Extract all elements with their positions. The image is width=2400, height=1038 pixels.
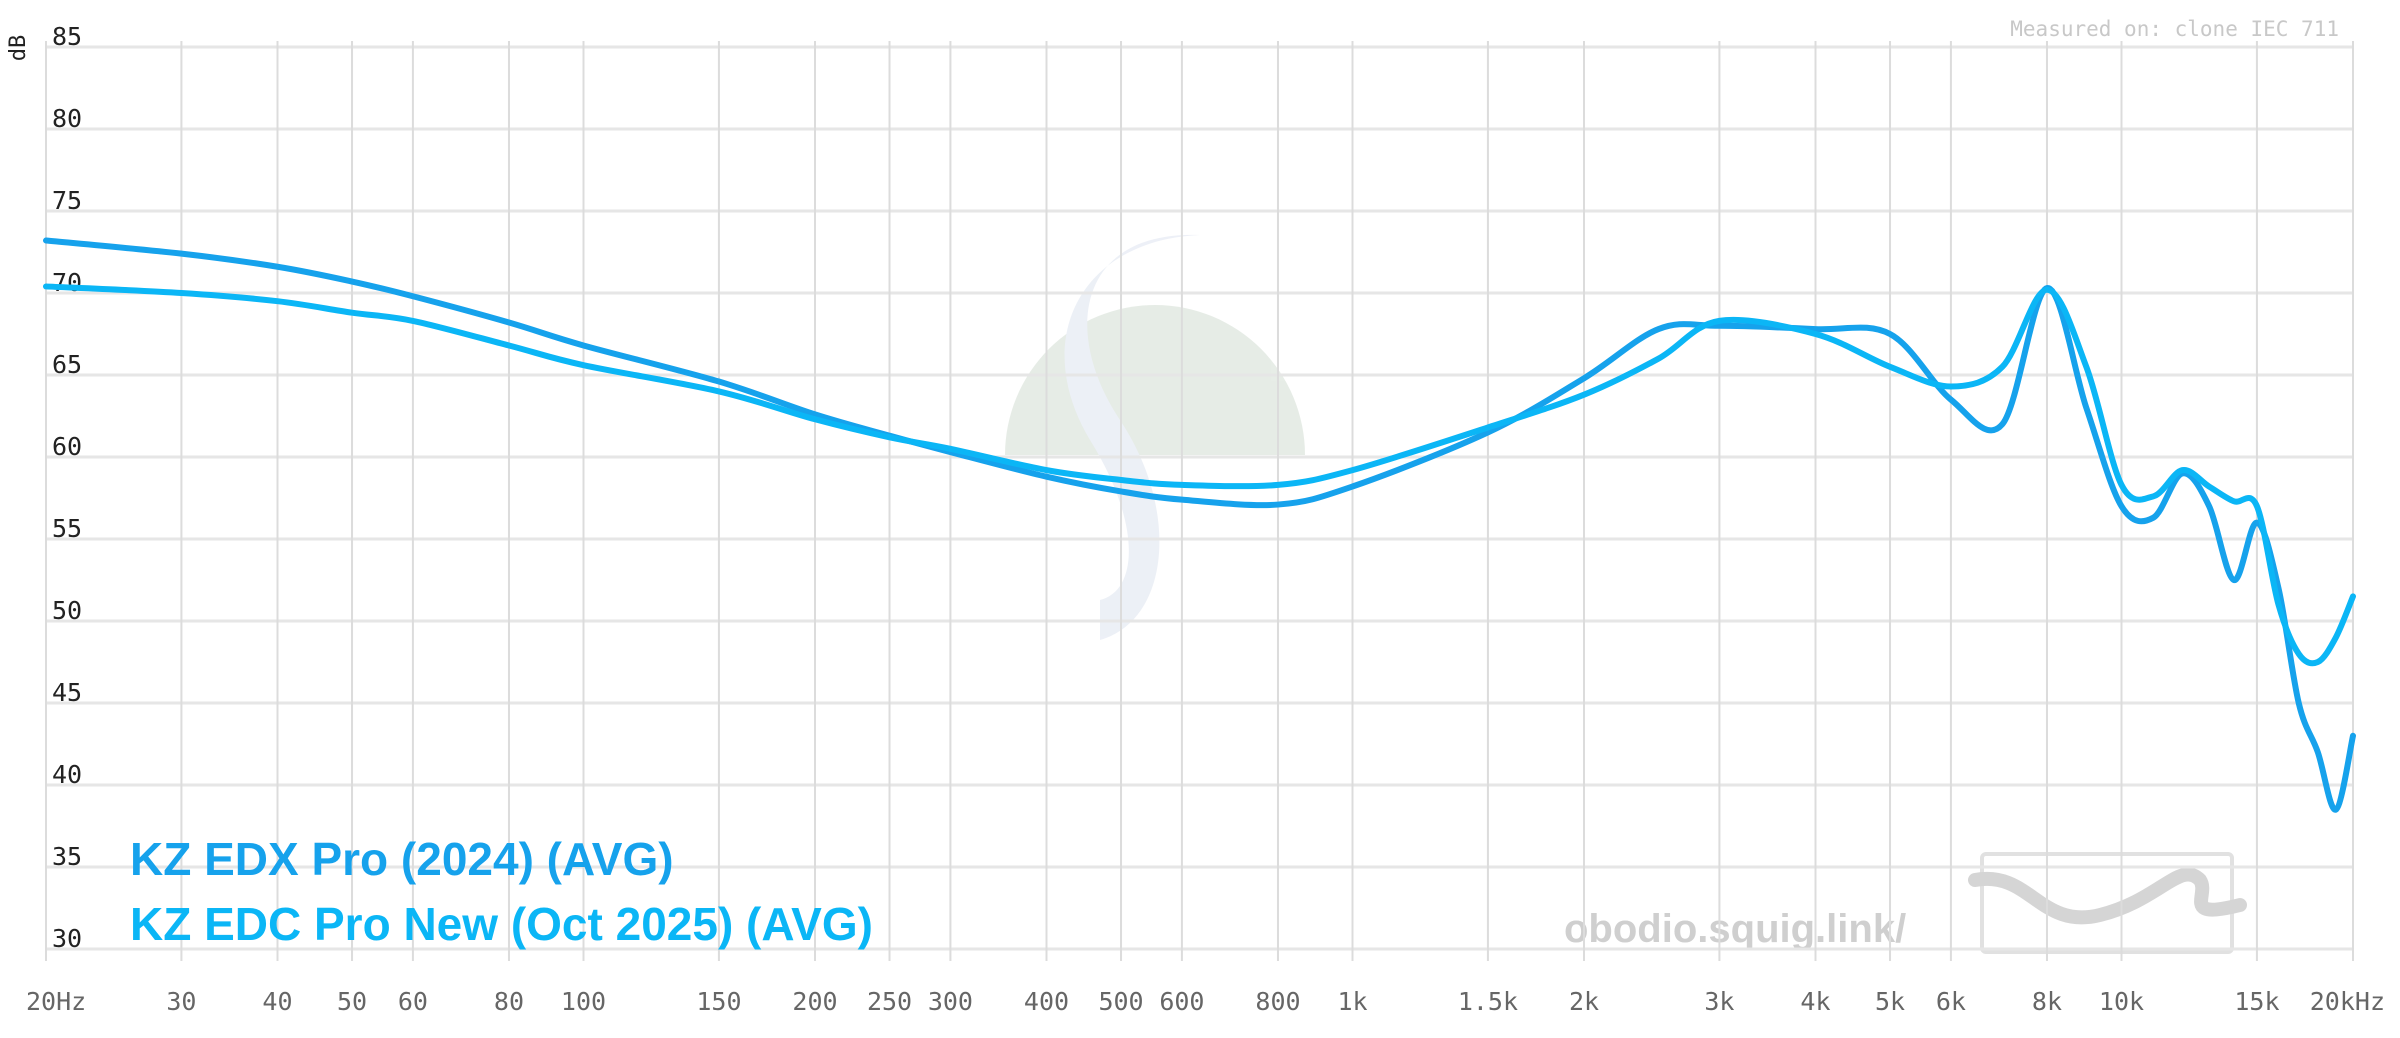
y-axis-label: dB: [6, 35, 31, 62]
x-tick-label: 4k: [1800, 987, 1830, 1016]
x-tick-label: 5k: [1875, 987, 1905, 1016]
x-tick-label: 50: [337, 987, 367, 1016]
x-tick-label: 20kHz: [2310, 987, 2385, 1016]
y-tick-label: 35: [52, 842, 82, 871]
x-tick-label: 100: [561, 987, 606, 1016]
watermark: obodio.squig.link/: [1564, 907, 1906, 951]
x-tick-label: 2k: [1569, 987, 1599, 1016]
x-tick-label: 10k: [2099, 987, 2144, 1016]
y-tick-label: 45: [52, 678, 82, 707]
y-tick-label: 40: [52, 760, 82, 789]
x-tick-label: 15k: [2234, 987, 2279, 1016]
x-tick-label: 80: [494, 987, 524, 1016]
frequency-response-line: [43, 237, 2356, 813]
x-tick-label: 500: [1098, 987, 1143, 1016]
legend-entry: KZ EDX Pro (2024) (AVG): [130, 833, 674, 885]
x-tick-label: 200: [792, 987, 837, 1016]
x-tick-label: 800: [1255, 987, 1300, 1016]
x-tick-label: 40: [262, 987, 292, 1016]
x-tick-label: 1k: [1337, 987, 1367, 1016]
logo-watermark: [1005, 234, 1305, 641]
frequency-response-line: [43, 283, 2356, 667]
legend-entry: KZ EDC Pro New (Oct 2025) (AVG): [130, 898, 873, 950]
y-tick-label: 50: [52, 596, 82, 625]
y-tick-label: 75: [52, 186, 82, 215]
y-tick-label: 30: [52, 924, 82, 953]
x-tick-label: 6k: [1936, 987, 1966, 1016]
x-tick-label: 150: [696, 987, 741, 1016]
x-tick-label: 300: [928, 987, 973, 1016]
y-tick-label: 85: [52, 22, 82, 51]
x-tick-label: 30: [166, 987, 196, 1016]
y-tick-label: 65: [52, 350, 82, 379]
x-tick-label: 400: [1024, 987, 1069, 1016]
x-tick-label: 1.5k: [1458, 987, 1518, 1016]
y-tick-label: 55: [52, 514, 82, 543]
wave-logo: [1968, 852, 2247, 954]
y-tick-label: 70: [52, 268, 82, 297]
x-tick-label: 60: [398, 987, 428, 1016]
y-tick-label: 80: [52, 104, 82, 133]
x-tick-label: 600: [1159, 987, 1204, 1016]
x-tick-label: 20Hz: [26, 987, 86, 1016]
annotation: Measured on: clone IEC 711: [2010, 17, 2339, 41]
x-tick-label: 8k: [2032, 987, 2062, 1016]
y-tick-label: 60: [52, 432, 82, 461]
x-tick-label: 250: [867, 987, 912, 1016]
x-tick-label: 3k: [1704, 987, 1734, 1016]
